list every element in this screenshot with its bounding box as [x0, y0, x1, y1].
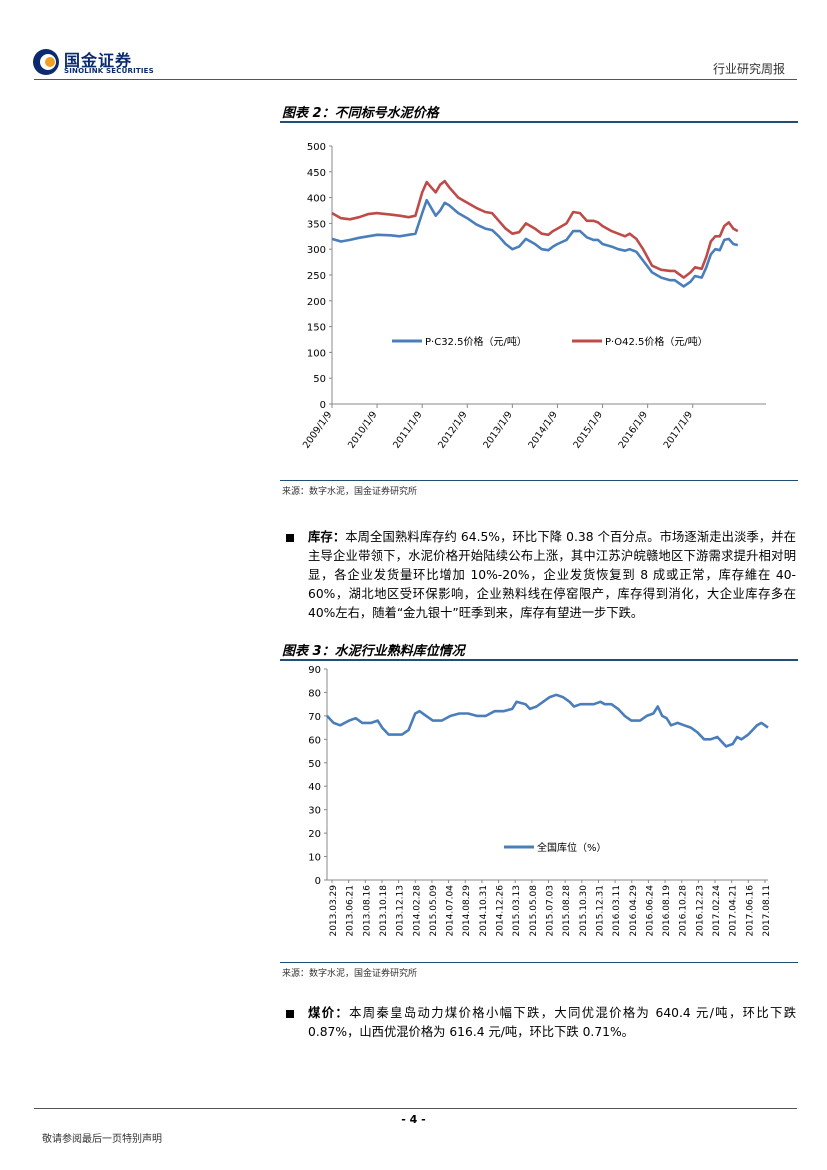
x-tick-label: 2012/1/9 [436, 409, 469, 450]
x-tick-label: 2009/1/9 [301, 409, 334, 450]
y-tick-label: 400 [307, 194, 326, 205]
y-tick-label: 80 [308, 688, 321, 699]
x-tick-label: 2016.04.29 [629, 885, 639, 937]
x-tick-label: 2013.03.29 [329, 885, 339, 937]
y-tick-label: 100 [307, 348, 326, 359]
x-tick-label: 2014/1/9 [526, 409, 559, 450]
x-tick-label: 2013.08.16 [362, 885, 372, 937]
x-tick-label: 2013.10.18 [379, 885, 389, 937]
y-tick-label: 150 [307, 323, 326, 334]
inventory-text: 本周全国熟料库存约 64.5%，环比下降 0.38 个百分点。市场逐渐走出淡季，… [308, 530, 796, 620]
x-tick-label: 2014.12.26 [496, 885, 506, 937]
figure3-caption: 图表 3：水泥行业熟料库位情况 [282, 644, 465, 659]
x-tick-label: 2017.06.16 [745, 885, 755, 937]
cement-price-chart: 0 50 100 150 200 250 300 350 400 450 500 2009/1/9 20… [301, 142, 766, 451]
x-tick-label: 2013.12.13 [396, 885, 406, 937]
x-tick-label: 2011/1/9 [391, 409, 424, 450]
x-tick-label: 2013/1/9 [481, 409, 514, 450]
figure2-top-rule [280, 121, 798, 123]
legend-label-1: P·C32.5价格（元/吨） [425, 335, 527, 348]
bullet-icon [286, 534, 294, 542]
coal-paragraph: 煤价：本周秦皇岛动力煤价格小幅下跌，大同优混价格为 640.4 元/吨，环比下跌… [308, 1004, 796, 1042]
y-tick-label: 30 [308, 806, 321, 817]
inventory-label: 库存： [308, 530, 346, 544]
x-tick-label: 2014.08.29 [462, 885, 472, 937]
x-tick-label: 2010/1/9 [346, 409, 379, 450]
y-tick-label: 450 [307, 168, 326, 179]
legend-label-1: 全国库位（%） [537, 841, 607, 854]
x-tick-label: 2014.07.04 [446, 885, 456, 937]
x-tick-label: 2015/1/9 [572, 409, 605, 450]
y-tick-label: 90 [308, 665, 321, 676]
figure2-caption: 图表 2：不同标号水泥价格 [282, 106, 439, 121]
y-tick-label: 250 [307, 271, 326, 282]
x-tick-label: 2016.03.11 [612, 885, 622, 937]
figure3-source: 来源：数字水泥，国金证券研究所 [282, 969, 418, 979]
y-tick-label: 0 [315, 876, 321, 887]
x-tick-label: 2016/1/9 [617, 409, 650, 450]
legend-label-2: P·O42.5价格（元/吨） [605, 335, 708, 348]
report-type: 行业研究周报 [712, 62, 785, 76]
y-tick-label: 10 [308, 853, 321, 864]
y-tick-label: 70 [308, 712, 321, 723]
brand-name-en: SINOLINK SECURITIES [64, 67, 154, 75]
footer-rule [34, 1108, 797, 1109]
y-tick-label: 20 [308, 829, 321, 840]
sinolink-logo-icon [33, 49, 59, 75]
inventory-paragraph: 库存：本周全国熟料库存约 64.5%，环比下降 0.38 个百分点。市场逐渐走出… [308, 528, 796, 623]
y-tick-label: 200 [307, 297, 326, 308]
coal-label: 煤价： [308, 1006, 350, 1020]
x-tick-label: 2017/1/9 [662, 409, 695, 450]
series-line-1 [326, 693, 769, 748]
coal-text: 本周秦皇岛动力煤价格小幅下跌，大同优混价格为 640.4 元/吨，环比下跌 0.… [308, 1006, 796, 1039]
bullet-icon [286, 1010, 294, 1018]
x-tick-label: 2016.12.23 [695, 885, 705, 937]
x-tick-label: 2014.02.28 [412, 885, 422, 937]
header-rule [34, 79, 797, 80]
series-line-2 [331, 179, 739, 279]
footer-disclaimer: 敬请参阅最后一页特别声明 [42, 1134, 162, 1145]
x-tick-label: 2013.06.21 [346, 885, 356, 937]
figure2-source: 来源：数字水泥，国金证券研究所 [282, 487, 418, 497]
x-tick-label: 2016.08.19 [662, 885, 672, 937]
x-tick-label: 2017.04.21 [729, 885, 739, 937]
x-tick-label: 2016.06.24 [645, 885, 655, 937]
x-tick-label: 2015.12.31 [595, 885, 605, 937]
figure3-bottom-rule [280, 962, 798, 963]
x-tick-label: 2015.07.03 [546, 885, 556, 937]
y-tick-label: 50 [308, 759, 321, 770]
x-tick-label: 2017.08.11 [762, 885, 772, 937]
y-tick-label: 0 [320, 400, 326, 411]
y-tick-label: 40 [308, 782, 321, 793]
page-number: - 4 - [401, 1113, 426, 1126]
y-tick-label: 500 [307, 142, 326, 153]
x-tick-label: 2014.10.31 [479, 885, 489, 937]
clinker-inventory-chart: 0 10 20 30 40 50 60 70 80 90 2013.03.29 2013.06.21 2… [308, 665, 772, 937]
x-tick-label: 2017.02.24 [712, 885, 722, 937]
y-tick-label: 60 [308, 735, 321, 746]
series-line-1 [331, 198, 739, 288]
brand-name-cn: 国金证券 [64, 51, 133, 70]
y-tick-label: 50 [313, 374, 326, 385]
y-tick-label: 300 [307, 245, 326, 256]
x-tick-label: 2015.05.08 [529, 885, 539, 937]
x-tick-label: 2015.03.13 [512, 885, 522, 937]
x-tick-label: 2015.10.30 [579, 885, 589, 937]
figure3-top-rule [280, 659, 798, 661]
x-tick-label: 2015.08.28 [562, 885, 572, 937]
x-tick-label: 2016.10.28 [679, 885, 689, 937]
figure2-bottom-rule [280, 480, 798, 481]
y-tick-label: 350 [307, 219, 326, 230]
x-tick-label: 2015.05.09 [429, 885, 439, 937]
